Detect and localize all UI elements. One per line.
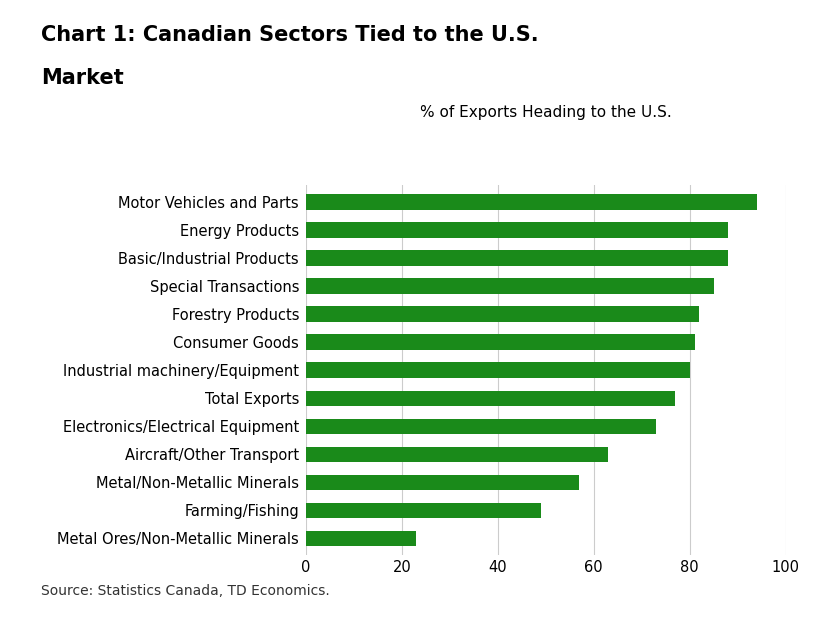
Text: % of Exports Heading to the U.S.: % of Exports Heading to the U.S.	[420, 105, 672, 120]
Bar	[306, 194, 757, 210]
Bar	[306, 418, 656, 434]
Bar	[306, 278, 714, 294]
Bar	[306, 307, 700, 322]
Text: Chart 1: Canadian Sectors Tied to the U.S.: Chart 1: Canadian Sectors Tied to the U.…	[41, 25, 539, 44]
Bar	[306, 474, 580, 490]
Bar	[306, 503, 541, 518]
Bar	[306, 391, 676, 406]
Bar	[306, 334, 695, 350]
Text: Source: Statistics Canada, TD Economics.: Source: Statistics Canada, TD Economics.	[41, 584, 330, 598]
Bar	[306, 222, 728, 238]
Bar	[306, 251, 728, 266]
Bar	[306, 531, 416, 546]
Text: Market: Market	[41, 68, 124, 88]
Bar	[306, 447, 608, 462]
Bar	[306, 363, 690, 378]
